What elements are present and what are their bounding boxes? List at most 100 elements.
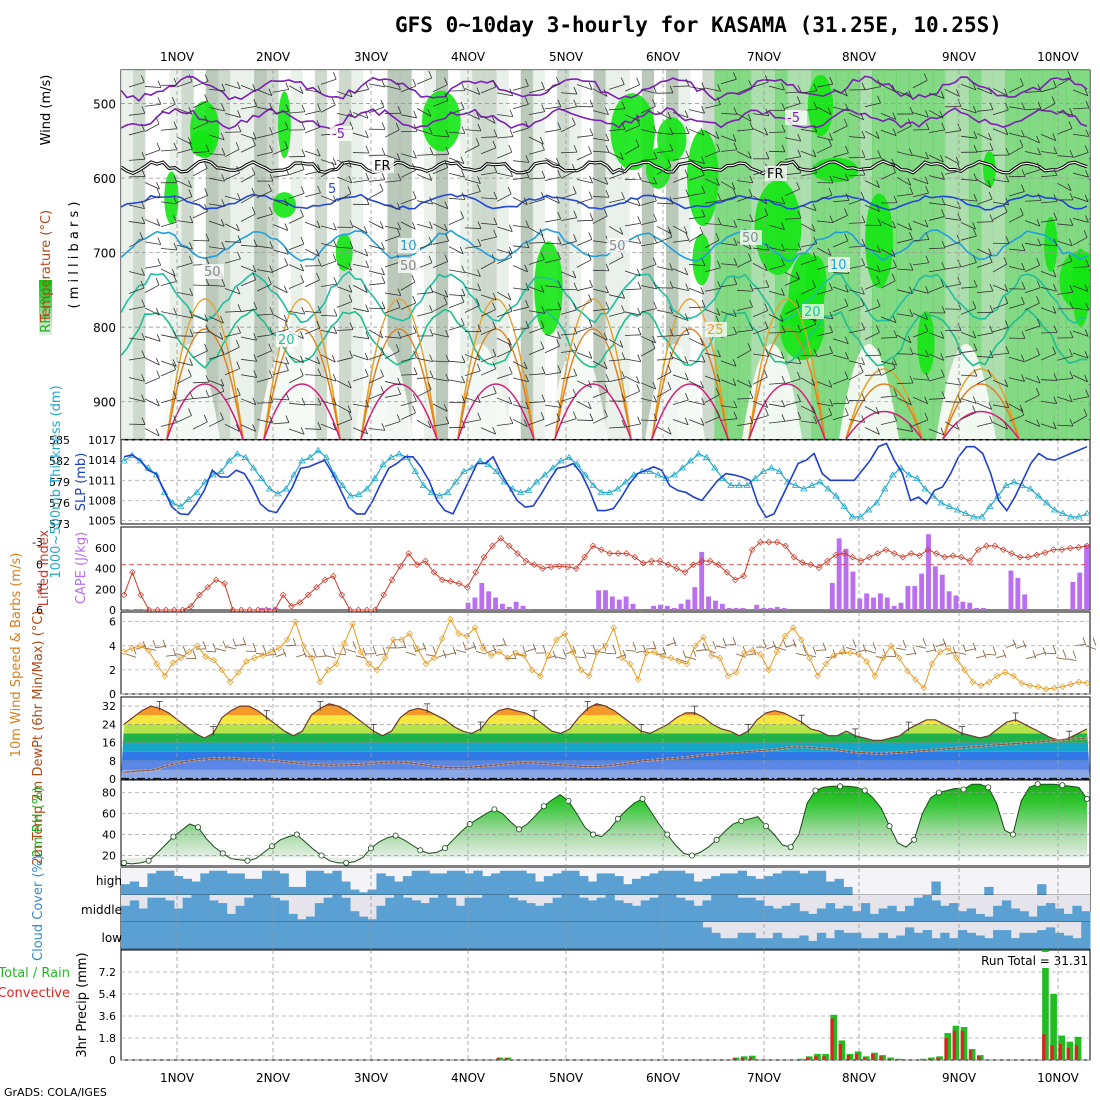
wind-barb — [912, 239, 929, 242]
cloud-cell — [975, 913, 985, 922]
cloud-cell — [261, 895, 272, 922]
wind-barb — [592, 391, 609, 398]
lifted-index-point — [581, 553, 588, 561]
wind-barb-flag — [957, 302, 962, 310]
surface-wind-barb — [935, 642, 947, 648]
thickness-point — [646, 467, 654, 474]
wind-barb — [384, 292, 401, 296]
contour-label-bg — [398, 238, 420, 253]
thickness-point — [524, 486, 533, 493]
wind-barb-flag — [636, 198, 641, 206]
surface-wind-barb — [1035, 651, 1047, 656]
wind-barb-flag — [540, 412, 545, 420]
wind-speed-point — [700, 634, 707, 641]
wind-barb-flag — [685, 283, 690, 291]
wind-barb-flag — [781, 325, 786, 333]
wind-barb-flag — [813, 83, 818, 91]
wind-barb-flag — [205, 257, 210, 265]
cloud-cell — [165, 900, 175, 922]
cloud-cell — [684, 873, 695, 895]
thickness-point — [233, 450, 242, 457]
lifted-index-point — [765, 538, 773, 546]
surface-wind-barb — [685, 656, 697, 660]
contour-label-bg — [740, 230, 762, 245]
wind-barb-flag — [347, 186, 352, 194]
wind-barb-flag — [573, 144, 578, 153]
precip-convective-bar — [838, 1044, 842, 1060]
wind-barb-flag — [1053, 146, 1058, 154]
cloud-cell — [720, 873, 730, 895]
wind-barb-flag — [844, 233, 849, 241]
cloud-cell — [535, 922, 545, 949]
temp-contour-warm — [942, 368, 1020, 439]
wind-barb-flag — [187, 137, 192, 145]
cape-bar — [651, 605, 657, 610]
wind-barb-flag — [861, 393, 866, 401]
wind-barb-flag — [747, 151, 752, 159]
wind-barb — [272, 147, 288, 155]
lifted-tick-label: 6 — [36, 604, 43, 617]
wind-barb-flag — [732, 134, 737, 142]
wind-barb-flag — [733, 258, 738, 266]
wind-barb — [144, 241, 161, 245]
precip-convective-bar — [496, 1058, 500, 1060]
surface-wind-barb-flag — [762, 638, 767, 648]
wind-barb-flag — [284, 258, 289, 266]
wind-barb — [208, 354, 225, 360]
precip-total-bar — [846, 1053, 854, 1060]
wind-barb — [816, 414, 832, 422]
wind-barb-flag — [365, 172, 370, 181]
cape-bar — [259, 607, 265, 610]
wind-barb — [800, 405, 816, 414]
wind-barb — [736, 150, 752, 159]
cloud-cell — [279, 873, 289, 895]
cloud-cell — [121, 922, 131, 949]
wind-barb-flag — [557, 302, 562, 310]
wind-barb — [208, 284, 225, 287]
wind-barb-flag — [541, 235, 546, 243]
x-tick-label: 6NOV — [646, 1071, 681, 1085]
wind-barb — [880, 266, 897, 272]
wind-barb — [256, 419, 273, 424]
wind-barb — [208, 419, 224, 427]
wind-barb — [656, 388, 672, 398]
temp-contour-warm — [651, 328, 729, 439]
wind-barb-flag — [684, 110, 689, 118]
cloud-cell — [438, 922, 448, 949]
wind-barb-flag — [1019, 207, 1024, 216]
thickness-point — [921, 485, 929, 492]
lifted-index-point — [380, 591, 387, 599]
thickness-point — [314, 446, 322, 453]
wind-speed-point — [887, 642, 895, 650]
wind-barb — [832, 305, 849, 313]
wind-barb-flag — [381, 242, 385, 250]
wind-barb — [736, 289, 753, 292]
wind-barb — [832, 354, 849, 360]
wind-barb — [368, 270, 385, 276]
wind-barb-flag — [876, 264, 881, 273]
thickness-point — [338, 481, 347, 488]
wind-barb-flag — [731, 182, 736, 190]
wind-barb — [1040, 332, 1058, 334]
wind-barb-flag — [765, 279, 770, 288]
lifted-index-point — [154, 606, 161, 614]
wind-barb-flag — [891, 361, 896, 369]
cloud-cell — [499, 895, 510, 922]
wind-barb — [176, 244, 193, 250]
wind-barb-flag — [653, 193, 657, 202]
cape-bar — [493, 597, 498, 610]
temp-contour-warm — [942, 410, 1020, 439]
wind-barb-flag — [332, 423, 337, 431]
wind-barb — [432, 240, 449, 245]
rh-point — [565, 797, 572, 804]
wind-barb — [672, 112, 689, 118]
cloud-cell — [816, 870, 827, 895]
wind-barb-flag — [732, 189, 737, 197]
wind-barb-flag — [701, 299, 706, 308]
wind-speed-point — [1067, 681, 1075, 688]
wind-barb — [336, 91, 353, 98]
wind-barb-flag — [349, 241, 354, 249]
wind-barb — [1072, 89, 1089, 97]
wind-barb-flag — [844, 284, 849, 293]
wind-barb — [384, 261, 401, 268]
